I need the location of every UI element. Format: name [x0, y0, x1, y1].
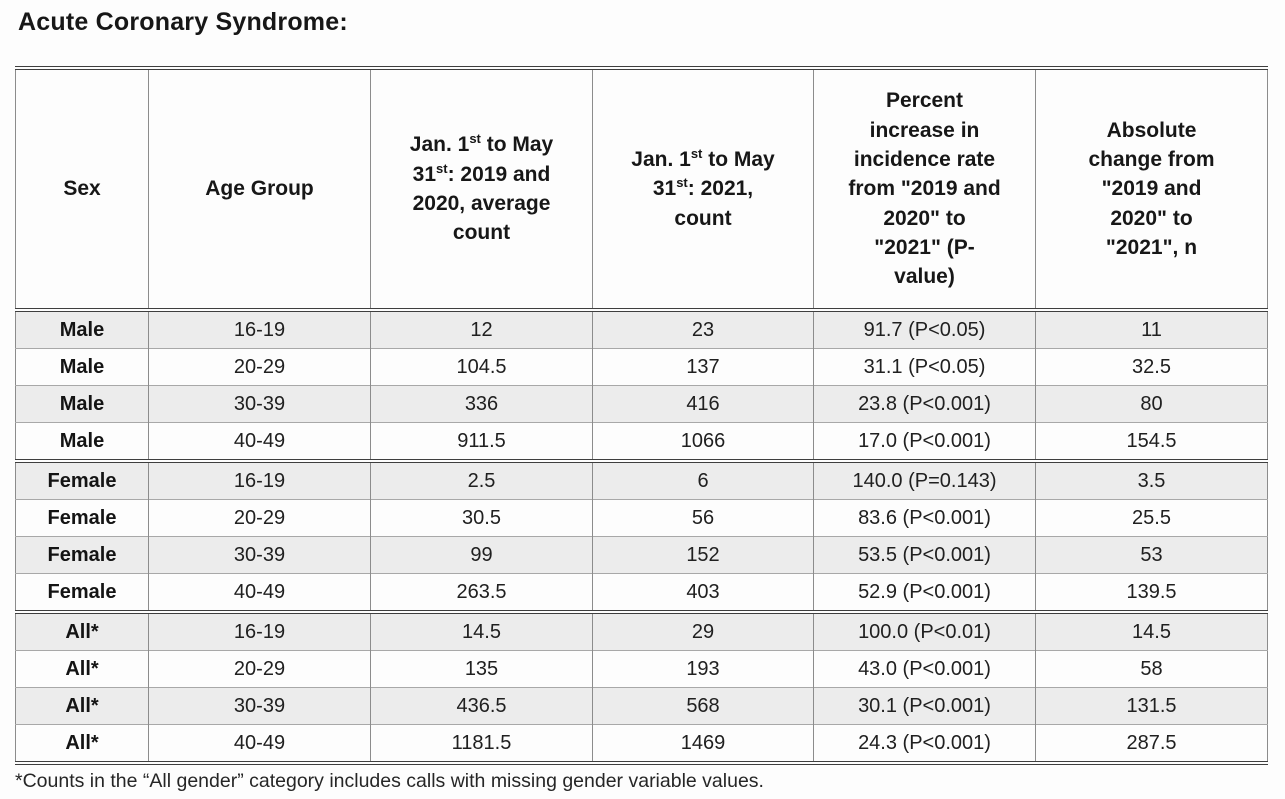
- table-row: Female 20-29 30.5 56 83.6 (P<0.001) 25.5: [15, 499, 1268, 537]
- footnote: *Counts in the “All gender” category inc…: [15, 770, 764, 792]
- table-row: Male 30-39 336 416 23.8 (P<0.001) 80: [15, 385, 1268, 423]
- table-row: All* 40-49 1181.5 1469 24.3 (P<0.001) 287.5: [15, 724, 1268, 763]
- cell-sex: Female: [15, 536, 149, 574]
- cell-age-group: 30-39: [148, 385, 371, 423]
- cell-absolute-change: 58: [1035, 650, 1268, 688]
- cell-sex: All*: [15, 650, 149, 688]
- cell-sex: All*: [15, 687, 149, 725]
- cell-percent-increase: 30.1 (P<0.001): [813, 687, 1036, 725]
- cell-avg-count-2019-2020: 336: [370, 385, 593, 423]
- cell-absolute-change: 131.5: [1035, 687, 1268, 725]
- cell-sex: Male: [15, 385, 149, 423]
- cell-avg-count-2019-2020: 104.5: [370, 348, 593, 386]
- cell-count-2021: 193: [592, 650, 814, 688]
- cell-absolute-change: 80: [1035, 385, 1268, 423]
- cell-count-2021: 1066: [592, 422, 814, 461]
- cell-age-group: 20-29: [148, 348, 371, 386]
- cell-avg-count-2019-2020: 436.5: [370, 687, 593, 725]
- cell-absolute-change: 32.5: [1035, 348, 1268, 386]
- table-row: All* 30-39 436.5 568 30.1 (P<0.001) 131.5: [15, 687, 1268, 725]
- cell-sex: Male: [15, 310, 149, 349]
- cell-avg-count-2019-2020: 911.5: [370, 422, 593, 461]
- table-body: Male 16-19 12 23 91.7 (P<0.05) 11 Male 20-29 104…: [15, 310, 1268, 763]
- column-header-percent-increase: Percent increase in incidence rate from …: [813, 68, 1036, 312]
- table-row: Female 16-19 2.5 6 140.0 (P=0.143) 3.5: [15, 459, 1268, 500]
- cell-count-2021: 1469: [592, 724, 814, 763]
- table-row: Female 30-39 99 152 53.5 (P<0.001) 53: [15, 536, 1268, 574]
- cell-sex: Female: [15, 573, 149, 612]
- cell-age-group: 30-39: [148, 536, 371, 574]
- cell-count-2021: 403: [592, 573, 814, 612]
- cell-count-2021: 137: [592, 348, 814, 386]
- cell-sex: Male: [15, 422, 149, 461]
- cell-count-2021: 568: [592, 687, 814, 725]
- cell-percent-increase: 43.0 (P<0.001): [813, 650, 1036, 688]
- cell-avg-count-2019-2020: 2.5: [370, 459, 593, 500]
- cell-avg-count-2019-2020: 99: [370, 536, 593, 574]
- cell-avg-count-2019-2020: 135: [370, 650, 593, 688]
- cell-count-2021: 56: [592, 499, 814, 537]
- cell-avg-count-2019-2020: 30.5: [370, 499, 593, 537]
- cell-count-2021: 152: [592, 536, 814, 574]
- column-header-age-group: Age Group: [148, 68, 371, 312]
- acs-table: Sex Age Group Jan. 1st to May 31st: 2019 a…: [15, 66, 1268, 765]
- cell-absolute-change: 11: [1035, 310, 1268, 349]
- cell-absolute-change: 139.5: [1035, 573, 1268, 612]
- cell-percent-increase: 140.0 (P=0.143): [813, 459, 1036, 500]
- table-row: Female 40-49 263.5 403 52.9 (P<0.001) 139.5: [15, 573, 1268, 612]
- cell-avg-count-2019-2020: 14.5: [370, 610, 593, 651]
- cell-absolute-change: 287.5: [1035, 724, 1268, 763]
- cell-age-group: 30-39: [148, 687, 371, 725]
- cell-percent-increase: 53.5 (P<0.001): [813, 536, 1036, 574]
- table-row: All* 16-19 14.5 29 100.0 (P<0.01) 14.5: [15, 610, 1268, 651]
- table-row: All* 20-29 135 193 43.0 (P<0.001) 58: [15, 650, 1268, 688]
- cell-percent-increase: 91.7 (P<0.05): [813, 310, 1036, 349]
- column-header-count-2021: Jan. 1st to May 31st: 2021, count: [592, 68, 814, 312]
- cell-percent-increase: 31.1 (P<0.05): [813, 348, 1036, 386]
- cell-sex: Female: [15, 499, 149, 537]
- cell-percent-increase: 52.9 (P<0.001): [813, 573, 1036, 612]
- cell-absolute-change: 25.5: [1035, 499, 1268, 537]
- table-row: Male 20-29 104.5 137 31.1 (P<0.05) 32.5: [15, 348, 1268, 386]
- table-row: Male 40-49 911.5 1066 17.0 (P<0.001) 154.5: [15, 422, 1268, 461]
- cell-absolute-change: 14.5: [1035, 610, 1268, 651]
- cell-avg-count-2019-2020: 263.5: [370, 573, 593, 612]
- cell-sex: All*: [15, 610, 149, 651]
- cell-percent-increase: 23.8 (P<0.001): [813, 385, 1036, 423]
- cell-absolute-change: 53: [1035, 536, 1268, 574]
- header-row: Sex Age Group Jan. 1st to May 31st: 2019 a…: [15, 68, 1268, 312]
- cell-sex: Female: [15, 459, 149, 500]
- cell-age-group: 20-29: [148, 499, 371, 537]
- cell-absolute-change: 154.5: [1035, 422, 1268, 461]
- page-title: Acute Coronary Syndrome:: [18, 8, 348, 36]
- cell-avg-count-2019-2020: 1181.5: [370, 724, 593, 763]
- table-header: Sex Age Group Jan. 1st to May 31st: 2019 a…: [15, 68, 1268, 312]
- cell-age-group: 20-29: [148, 650, 371, 688]
- cell-percent-increase: 24.3 (P<0.001): [813, 724, 1036, 763]
- cell-age-group: 40-49: [148, 573, 371, 612]
- cell-age-group: 16-19: [148, 310, 371, 349]
- table-row: Male 16-19 12 23 91.7 (P<0.05) 11: [15, 310, 1268, 349]
- cell-percent-increase: 17.0 (P<0.001): [813, 422, 1036, 461]
- column-header-avg-count-2019-2020: Jan. 1st to May 31st: 2019 and 2020, ave…: [370, 68, 593, 312]
- cell-count-2021: 416: [592, 385, 814, 423]
- cell-age-group: 40-49: [148, 724, 371, 763]
- cell-age-group: 16-19: [148, 610, 371, 651]
- column-header-absolute-change: Absolute change from "2019 and 2020" to …: [1035, 68, 1268, 312]
- cell-absolute-change: 3.5: [1035, 459, 1268, 500]
- cell-percent-increase: 83.6 (P<0.001): [813, 499, 1036, 537]
- cell-age-group: 40-49: [148, 422, 371, 461]
- cell-age-group: 16-19: [148, 459, 371, 500]
- cell-count-2021: 23: [592, 310, 814, 349]
- cell-percent-increase: 100.0 (P<0.01): [813, 610, 1036, 651]
- cell-sex: All*: [15, 724, 149, 763]
- column-header-sex: Sex: [15, 68, 149, 312]
- cell-count-2021: 6: [592, 459, 814, 500]
- cell-sex: Male: [15, 348, 149, 386]
- cell-count-2021: 29: [592, 610, 814, 651]
- cell-avg-count-2019-2020: 12: [370, 310, 593, 349]
